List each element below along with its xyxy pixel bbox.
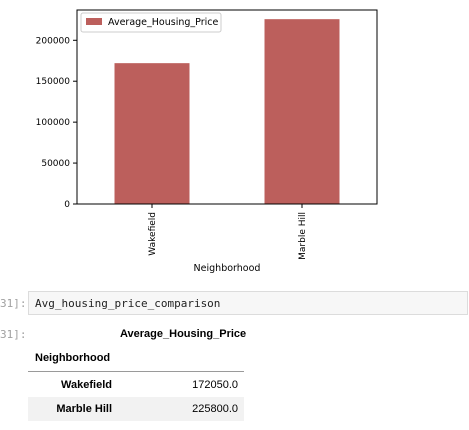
y-tick-label: 50000 — [41, 159, 70, 169]
row-value: 225800.0 — [192, 403, 238, 415]
legend-label: Average_Housing_Price — [108, 17, 218, 28]
x-tick-label: Marble Hill — [298, 212, 308, 260]
table-row: Wakefield 172050.0 — [28, 373, 244, 397]
y-tick-label: 150000 — [36, 77, 71, 87]
table-row: Marble Hill 225800.0 — [28, 397, 244, 421]
row-index: Wakefield — [61, 379, 112, 391]
bar — [114, 63, 190, 205]
bar-chart: Wakefield Marble Hill 0 50000 100000 150000 20… — [36, 9, 378, 274]
row-value: 172050.0 — [192, 379, 238, 391]
y-tick-label: 100000 — [36, 118, 71, 128]
dataframe-column-header: Average_Housing_Price — [120, 328, 247, 340]
y-tick-label: 200000 — [36, 36, 71, 46]
x-axis-label: Neighborhood — [194, 263, 261, 274]
dataframe-index-name: Neighborhood — [35, 352, 111, 364]
output-prompt: 31]: — [0, 328, 27, 341]
bar — [264, 19, 340, 204]
x-tick-label: Wakefield — [148, 212, 158, 256]
legend-swatch — [86, 18, 102, 25]
legend-box — [80, 12, 222, 33]
code-cell-input[interactable]: Avg_housing_price_comparison — [28, 291, 468, 315]
row-index: Marble Hill — [56, 403, 112, 415]
input-prompt: 31]: — [0, 297, 27, 310]
dataframe-header-rule — [28, 371, 244, 372]
y-tick-label: 0 — [64, 200, 70, 210]
plot-frame — [76, 9, 378, 205]
